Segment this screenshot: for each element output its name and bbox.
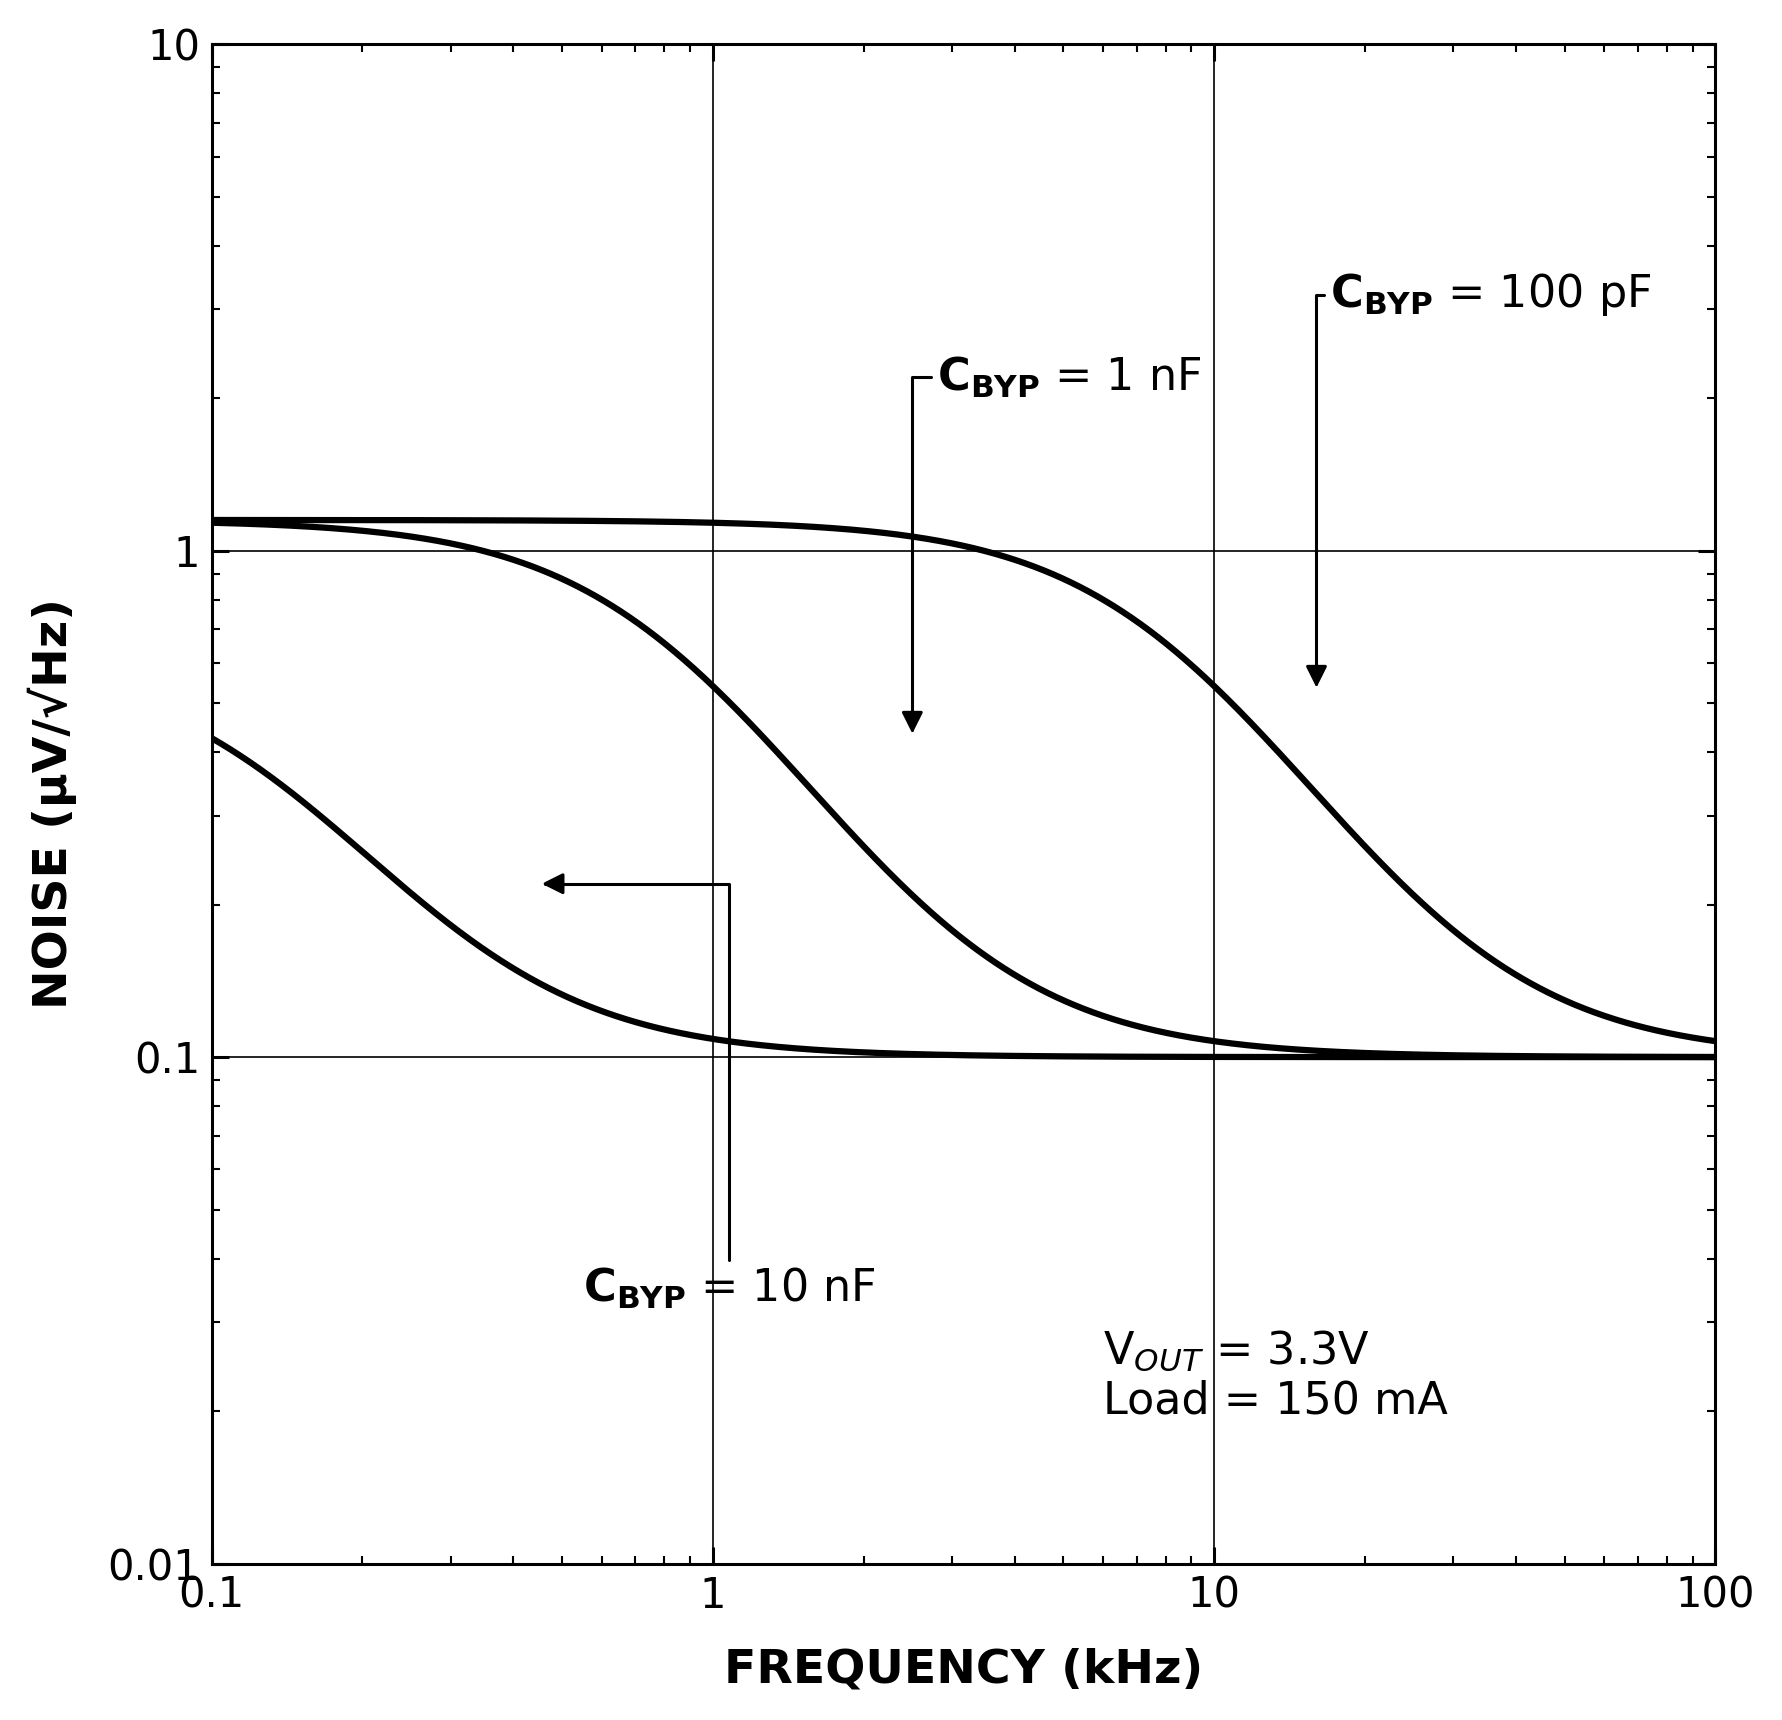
X-axis label: FREQUENCY (kHz): FREQUENCY (kHz): [723, 1648, 1203, 1692]
Text: $\mathbf{C_{BYP}}$ = 100 pF: $\mathbf{C_{BYP}}$ = 100 pF: [1306, 272, 1650, 685]
Text: $\mathbf{C_{BYP}}$ = 1 nF: $\mathbf{C_{BYP}}$ = 1 nF: [903, 354, 1201, 729]
Text: V$_{OUT}$ = 3.3V
Load = 150 mA: V$_{OUT}$ = 3.3V Load = 150 mA: [1103, 1328, 1447, 1422]
Text: $\mathbf{C_{BYP}}$ = 10 nF: $\mathbf{C_{BYP}}$ = 10 nF: [545, 875, 875, 1311]
Y-axis label: NOISE (μV/√Hz): NOISE (μV/√Hz): [29, 599, 77, 1010]
